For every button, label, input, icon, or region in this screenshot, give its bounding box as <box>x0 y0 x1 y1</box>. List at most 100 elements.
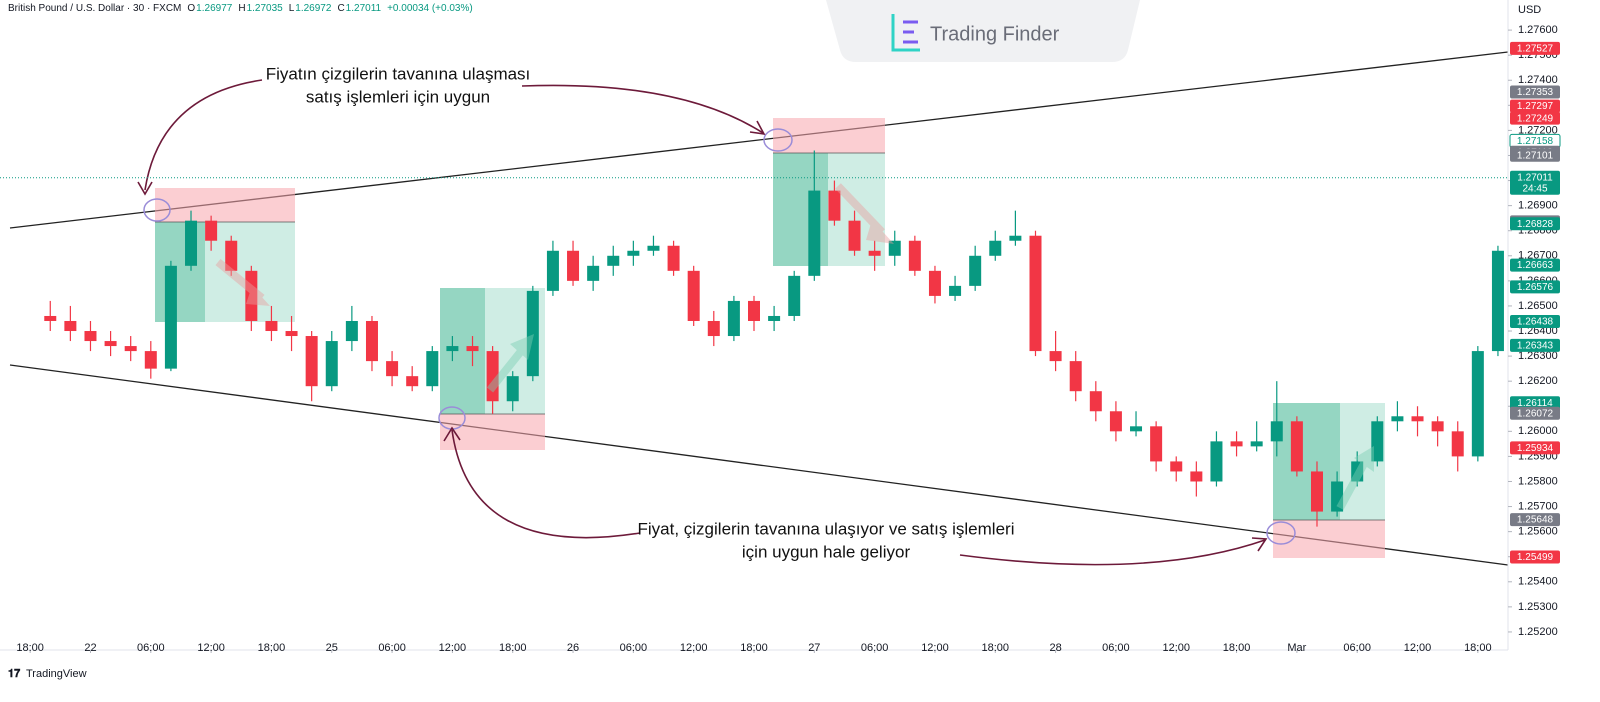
candle-body <box>1351 461 1364 482</box>
candle-body <box>727 300 740 337</box>
candle-body <box>848 220 861 251</box>
candle-body <box>908 240 921 271</box>
header-item: British Pound / U.S. Dollar · 30 · FXCM <box>8 3 181 14</box>
price-tag <box>1510 513 1560 527</box>
candle-body <box>808 190 821 276</box>
candle-body <box>1089 391 1102 412</box>
x-tick-label: 06:00 <box>1343 642 1371 654</box>
price-tag-label: 1.26828 <box>1517 219 1554 230</box>
price-tag-label: 1.26114 <box>1517 398 1553 409</box>
candle-body <box>969 255 982 286</box>
price-tag-label: 1.26576 <box>1517 282 1554 293</box>
position-boxes <box>155 118 1385 558</box>
candle-body <box>928 270 941 296</box>
y-tick-label: 1.25300 <box>1518 601 1558 613</box>
candle-body <box>868 250 881 256</box>
y-tick-label: 1.27200 <box>1518 124 1558 136</box>
candle-body <box>84 331 97 342</box>
x-tick-label: 12:00 <box>1162 642 1190 654</box>
price-tag <box>1510 258 1560 272</box>
candle-body <box>265 320 278 332</box>
price-tag-label: 1.27249 <box>1517 113 1554 124</box>
candle-body <box>466 346 479 352</box>
watermark-panel <box>826 0 1140 62</box>
price-tag <box>1510 280 1560 294</box>
footer-logo: 𝟏𝟕 <box>8 668 21 680</box>
candle-body <box>386 361 399 377</box>
candle-body <box>164 265 177 369</box>
annotation-text: satış işlemleri için uygun <box>306 87 490 106</box>
y-tick-label: 1.26300 <box>1518 350 1558 362</box>
footer-brand: TradingView <box>26 668 87 680</box>
candle-body <box>446 346 459 352</box>
header-item: H <box>238 3 245 14</box>
y-tick-label: 1.25700 <box>1518 500 1558 512</box>
annotation-text: için uygun hale geliyor <box>742 542 911 561</box>
price-tag <box>1510 85 1560 99</box>
header-item: L <box>289 3 295 14</box>
x-tick-label: 18:00 <box>982 642 1010 654</box>
x-tick-label: 06:00 <box>861 642 889 654</box>
direction-arrows <box>215 183 1374 510</box>
x-tick-label: 12:00 <box>1404 642 1432 654</box>
x-tick-label: 18:00 <box>258 642 286 654</box>
candle-body <box>546 250 559 291</box>
candle-body <box>506 376 519 402</box>
x-tick-label: 27 <box>808 642 820 654</box>
candle-body <box>345 320 358 342</box>
watermark-text: Trading Finder <box>930 23 1060 45</box>
price-tag-label: 1.26072 <box>1517 408 1554 419</box>
candle-body <box>667 245 680 271</box>
price-tag <box>1510 41 1560 55</box>
price-tag-label: 1.25934 <box>1517 443 1554 454</box>
candle-body <box>245 270 258 321</box>
lower-trendline <box>9 364 1509 566</box>
price-tag-label: 1.27353 <box>1517 87 1554 98</box>
candle-body <box>1009 235 1022 241</box>
candle-body <box>1250 441 1263 447</box>
x-tick-label: 26 <box>567 642 579 654</box>
candle-body <box>144 351 157 369</box>
price-tag <box>1510 396 1560 410</box>
x-tick-label: 06:00 <box>378 642 406 654</box>
candle-body <box>1451 431 1464 457</box>
price-tag-label: 1.26438 <box>1517 317 1554 328</box>
x-tick-label: 12:00 <box>197 642 225 654</box>
candle-body <box>1109 411 1122 432</box>
header-item: O <box>187 3 195 14</box>
candle-body <box>607 255 620 266</box>
candle-body <box>748 300 760 321</box>
candle-body <box>1130 426 1143 432</box>
candle-body <box>124 346 137 352</box>
candle-body <box>707 320 720 337</box>
y-tick-label: 1.25200 <box>1518 626 1558 638</box>
y-tick-label: 1.25600 <box>1518 526 1558 538</box>
candle-body <box>104 341 117 347</box>
candle-body <box>1290 421 1303 472</box>
y-tick-label: 1.27600 <box>1518 24 1558 36</box>
candle-body <box>989 240 1002 256</box>
x-tick-label: 06:00 <box>137 642 165 654</box>
candle-body <box>64 320 77 332</box>
candle-body <box>1471 351 1484 457</box>
candle-body <box>687 270 700 321</box>
x-tick-label: Mar <box>1287 642 1306 654</box>
candle-body <box>1491 250 1504 352</box>
candle-body <box>567 250 580 281</box>
y-tick-label: 1.27400 <box>1518 74 1558 86</box>
x-tick-label: 25 <box>326 642 338 654</box>
price-tag-label: 1.26663 <box>1517 260 1554 271</box>
price-tag <box>1510 314 1560 328</box>
y-tick-label: 1.26500 <box>1518 300 1558 312</box>
x-tick-label: 18:00 <box>1464 642 1492 654</box>
candle-body <box>788 275 801 316</box>
x-tick-label: 28 <box>1049 642 1061 654</box>
x-tick-label: 18:00 <box>16 642 44 654</box>
header-item: +0.00034 (+0.03%) <box>387 3 473 14</box>
candle-body <box>1170 461 1183 472</box>
candle-body <box>1069 361 1082 392</box>
price-tag <box>1510 99 1560 113</box>
candle-body <box>426 351 439 387</box>
